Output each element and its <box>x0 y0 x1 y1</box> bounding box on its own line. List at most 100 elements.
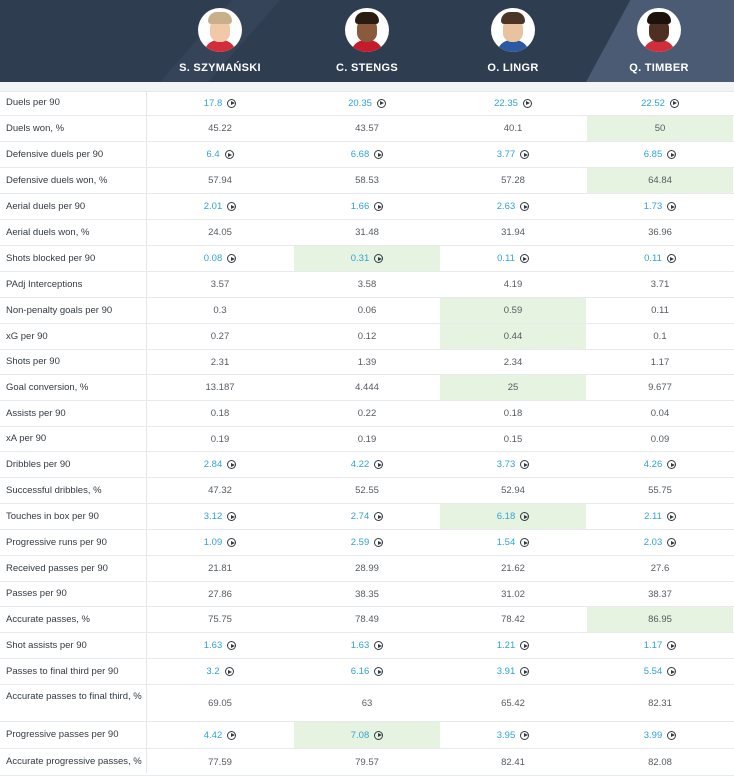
stat-value-cell[interactable]: 1.73 <box>587 194 733 219</box>
play-video-icon[interactable] <box>227 460 237 469</box>
play-video-icon[interactable] <box>374 150 384 159</box>
player-column-header[interactable]: Q. TIMBER <box>586 8 732 74</box>
stat-value-cell[interactable]: 1.21 <box>440 633 586 658</box>
play-video-icon[interactable] <box>520 641 530 650</box>
play-video-icon[interactable] <box>224 150 234 159</box>
stat-value-cell[interactable]: 6.16 <box>294 659 440 684</box>
play-video-icon[interactable] <box>667 202 677 211</box>
stat-value[interactable]: 7.08 <box>350 729 370 741</box>
player-avatar[interactable] <box>198 8 242 52</box>
play-video-icon[interactable] <box>666 254 676 263</box>
stat-value-cell[interactable]: 0.11 <box>440 246 586 271</box>
stat-value[interactable]: 1.09 <box>203 537 223 548</box>
play-video-icon[interactable] <box>374 460 384 469</box>
player-name[interactable]: O. LINGR <box>487 62 539 74</box>
stat-value[interactable]: 2.84 <box>203 459 223 470</box>
player-avatar[interactable] <box>345 8 389 52</box>
play-video-icon[interactable] <box>520 202 530 211</box>
play-video-icon[interactable] <box>227 98 237 108</box>
stat-value-cell[interactable]: 3.91 <box>440 659 586 684</box>
play-video-icon[interactable] <box>374 730 384 740</box>
stat-value[interactable]: 2.11 <box>644 511 662 522</box>
stat-value-cell[interactable]: 1.63 <box>147 633 293 658</box>
stat-value-cell[interactable]: 1.54 <box>440 530 586 555</box>
stat-value[interactable]: 1.63 <box>203 640 223 651</box>
stat-value-cell[interactable]: 20.35 <box>294 91 440 115</box>
play-video-icon[interactable] <box>667 667 677 676</box>
play-video-icon[interactable] <box>227 254 237 263</box>
stat-value[interactable]: 2.59 <box>350 537 370 548</box>
play-video-icon[interactable] <box>520 538 530 547</box>
play-video-icon[interactable] <box>520 667 530 676</box>
stat-value[interactable]: 1.73 <box>643 201 663 212</box>
stat-value[interactable]: 3.2 <box>206 666 220 677</box>
player-column-header[interactable]: O. LINGR <box>440 8 586 74</box>
stat-value-cell[interactable]: 2.59 <box>294 530 440 555</box>
stat-value[interactable]: 22.52 <box>641 97 665 109</box>
stat-value-cell[interactable]: 3.77 <box>440 142 586 167</box>
stat-value[interactable]: 2.03 <box>643 537 663 548</box>
player-column-header[interactable]: C. STENGS <box>294 8 440 74</box>
play-video-icon[interactable] <box>519 254 529 263</box>
stat-value-cell[interactable]: 22.52 <box>587 91 733 115</box>
stat-value[interactable]: 2.63 <box>496 201 516 212</box>
play-video-icon[interactable] <box>669 98 679 108</box>
stat-value[interactable]: 3.91 <box>496 666 516 677</box>
stat-value-cell[interactable]: 2.74 <box>294 504 440 529</box>
stat-value-cell[interactable]: 0.11 <box>587 246 733 271</box>
stat-value-cell[interactable]: 6.18 <box>440 504 586 529</box>
play-video-icon[interactable] <box>374 254 384 263</box>
stat-value[interactable]: 1.66 <box>350 201 370 212</box>
play-video-icon[interactable] <box>520 150 530 159</box>
stat-value-cell[interactable]: 1.63 <box>294 633 440 658</box>
stat-value[interactable]: 1.63 <box>350 640 370 651</box>
stat-value-cell[interactable]: 6.85 <box>587 142 733 167</box>
player-avatar[interactable] <box>491 8 535 52</box>
stat-value[interactable]: 3.73 <box>496 459 516 470</box>
stat-value[interactable]: 0.31 <box>350 253 370 264</box>
stat-value-cell[interactable]: 0.31 <box>294 246 440 271</box>
stat-value[interactable]: 1.17 <box>643 640 663 651</box>
player-name[interactable]: Q. TIMBER <box>629 62 689 74</box>
stat-value-cell[interactable]: 0.08 <box>147 246 293 271</box>
stat-value[interactable]: 20.35 <box>348 97 372 109</box>
play-video-icon[interactable] <box>520 512 530 521</box>
stat-value[interactable]: 1.21 <box>496 640 516 651</box>
stat-value[interactable]: 3.95 <box>496 729 516 741</box>
stat-value-cell[interactable]: 6.4 <box>147 142 293 167</box>
stat-value[interactable]: 3.99 <box>643 729 663 741</box>
play-video-icon[interactable] <box>227 512 237 521</box>
play-video-icon[interactable] <box>667 460 677 469</box>
stat-value[interactable]: 3.77 <box>496 149 516 160</box>
stat-value-cell[interactable]: 3.12 <box>147 504 293 529</box>
stat-value[interactable]: 0.08 <box>203 253 223 264</box>
play-video-icon[interactable] <box>374 667 384 676</box>
stat-value[interactable]: 6.16 <box>350 666 370 677</box>
stat-value-cell[interactable]: 2.03 <box>587 530 733 555</box>
play-video-icon[interactable] <box>374 538 384 547</box>
play-video-icon[interactable] <box>522 98 532 108</box>
stat-value[interactable]: 4.22 <box>350 459 370 470</box>
stat-value-cell[interactable]: 7.08 <box>294 722 440 748</box>
player-name[interactable]: S. SZYMAŃSKI <box>179 62 261 74</box>
stat-value-cell[interactable]: 4.42 <box>147 722 293 748</box>
stat-value-cell[interactable]: 1.66 <box>294 194 440 219</box>
stat-value[interactable]: 4.26 <box>643 459 663 470</box>
stat-value[interactable]: 22.35 <box>494 97 518 109</box>
play-video-icon[interactable] <box>666 512 676 521</box>
stat-value-cell[interactable]: 1.09 <box>147 530 293 555</box>
stat-value[interactable]: 6.85 <box>643 149 663 160</box>
stat-value[interactable]: 0.11 <box>644 253 662 264</box>
stat-value-cell[interactable]: 3.73 <box>440 452 586 477</box>
stat-value-cell[interactable]: 4.26 <box>587 452 733 477</box>
play-video-icon[interactable] <box>520 730 530 740</box>
play-video-icon[interactable] <box>520 460 530 469</box>
stat-value-cell[interactable]: 4.22 <box>294 452 440 477</box>
play-video-icon[interactable] <box>224 667 234 676</box>
stat-value[interactable]: 2.01 <box>203 201 223 212</box>
play-video-icon[interactable] <box>374 202 384 211</box>
stat-value[interactable]: 17.8 <box>203 97 223 109</box>
play-video-icon[interactable] <box>667 730 677 740</box>
play-video-icon[interactable] <box>667 538 677 547</box>
stat-value-cell[interactable]: 17.8 <box>147 91 293 115</box>
